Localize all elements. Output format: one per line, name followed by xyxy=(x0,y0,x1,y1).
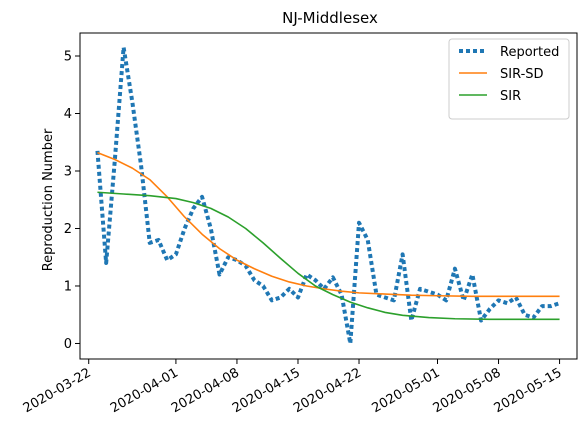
legend-label-sir-sd: SIR-SD xyxy=(500,67,544,82)
x-tick-label: 2020-05-08 xyxy=(431,365,504,416)
x-tick-label: 2020-05-01 xyxy=(370,365,443,416)
plot-area xyxy=(79,32,578,360)
y-tick-label: 4 xyxy=(64,107,72,122)
x-axis: 2020-03-22 2020-04-012020-04-082020-04-15… xyxy=(21,359,565,416)
x-tick-label: 2020-04-15 xyxy=(230,365,303,416)
x-tick-label: 2020-04-22 xyxy=(291,365,364,416)
plot-frame xyxy=(79,32,578,360)
x-tick-label: 2020-05-15 xyxy=(492,365,565,416)
legend-box xyxy=(448,38,570,120)
legend: Reported SIR-SD SIR xyxy=(448,38,570,120)
y-tick-label: 5 xyxy=(64,49,72,64)
x-tick-label: 2020-03-22 xyxy=(21,365,94,416)
y-tick-label: 0 xyxy=(64,337,72,352)
chart-title: NJ-Middlesex xyxy=(282,9,378,27)
series-layer xyxy=(95,45,561,346)
legend-label-reported: Reported xyxy=(500,45,559,60)
x-tick-label: 2020-04-08 xyxy=(169,365,242,416)
y-tick-label: 1 xyxy=(64,279,72,294)
series-sir-line xyxy=(97,191,560,321)
legend-label-sir: SIR xyxy=(500,89,521,104)
series-sir-sd-line xyxy=(97,151,560,298)
y-axis-label: Reproduction Number xyxy=(41,128,56,271)
y-tick-label: 2 xyxy=(64,222,72,237)
y-axis: 0 1 2 3 4 5 xyxy=(64,49,80,352)
y-tick-label: 3 xyxy=(64,164,72,179)
x-tick-label: 2020-04-01 xyxy=(108,365,181,416)
